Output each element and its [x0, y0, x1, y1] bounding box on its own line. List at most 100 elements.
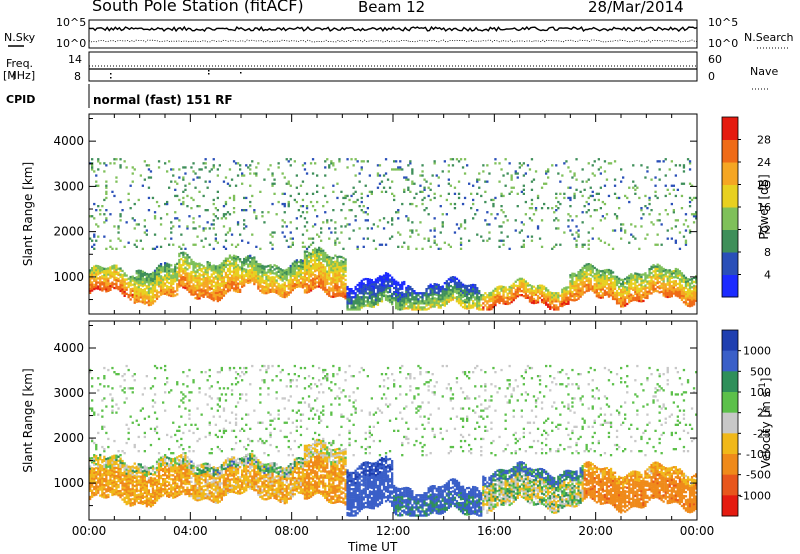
heatmap-cell — [549, 307, 552, 310]
heatmap-cell — [168, 277, 171, 281]
heatmap-cell — [105, 472, 108, 475]
heatmap-cell — [301, 267, 305, 271]
heatmap-cell — [545, 172, 548, 175]
heatmap-cell — [680, 182, 684, 185]
heatmap-cell — [658, 270, 661, 274]
heatmap-cell — [445, 280, 448, 283]
heatmap-cell — [192, 267, 195, 270]
heatmap-cell — [297, 279, 300, 282]
heatmap-cell — [166, 274, 169, 278]
heatmap-cell — [674, 174, 677, 177]
heatmap-cell — [587, 289, 590, 292]
heatmap-cell — [634, 284, 637, 287]
heatmap-cell — [309, 287, 313, 290]
heatmap-cell — [506, 288, 509, 291]
heatmap-cell — [620, 229, 623, 232]
heatmap-cell — [214, 297, 217, 301]
heatmap-cell — [437, 300, 440, 303]
heatmap-cell — [399, 306, 402, 309]
heatmap-cell — [684, 278, 688, 282]
heatmap-cell — [95, 489, 98, 492]
heatmap-cell — [186, 256, 189, 259]
heatmap-cell — [129, 280, 132, 283]
heatmap-cell — [348, 294, 351, 297]
heatmap-cell — [97, 271, 100, 274]
heatmap-cell — [200, 288, 203, 291]
heatmap-cell — [180, 251, 183, 255]
heatmap-cell — [620, 301, 623, 304]
heatmap-cell — [95, 239, 98, 242]
heatmap-cell — [480, 308, 483, 311]
heatmap-cell — [543, 299, 546, 303]
heatmap-cell — [403, 307, 406, 310]
heatmap-cell — [222, 225, 226, 228]
heatmap-cell — [591, 271, 594, 274]
heatmap-cell — [178, 252, 181, 256]
heatmap-cell — [577, 291, 580, 294]
heatmap-cell — [283, 273, 286, 276]
heatmap-cell — [654, 287, 657, 291]
heatmap-cell — [314, 162, 317, 165]
heatmap-cell — [640, 288, 643, 291]
heatmap-cell — [247, 281, 250, 284]
heatmap-cell — [330, 256, 333, 260]
heatmap-cell — [230, 280, 234, 283]
heatmap-cell — [409, 288, 412, 291]
heatmap-cell — [184, 270, 187, 273]
heatmap-cell — [172, 225, 175, 228]
heatmap-cell — [514, 288, 517, 291]
heatmap-cell — [662, 286, 665, 289]
heatmap-cell — [447, 170, 450, 173]
heatmap-cell — [680, 284, 684, 287]
heatmap-cell — [486, 302, 489, 305]
heatmap-cell — [147, 209, 151, 212]
heatmap-cell — [164, 292, 167, 295]
heatmap-cell — [518, 283, 521, 287]
heatmap-cell — [305, 291, 309, 294]
heatmap-cell — [603, 289, 607, 292]
heatmap-cell — [551, 300, 554, 303]
heatmap-cell — [275, 265, 278, 268]
heatmap-cell — [143, 294, 146, 297]
heatmap-cell — [168, 273, 171, 277]
heatmap-cell — [127, 296, 130, 299]
heatmap-cell — [180, 247, 183, 250]
heatmap-cell — [95, 174, 98, 177]
heatmap-cell — [271, 202, 274, 206]
heatmap-cell — [368, 290, 371, 294]
heatmap-cell — [571, 292, 574, 296]
heatmap-cell — [226, 280, 230, 283]
heatmap-cell — [194, 272, 197, 275]
heatmap-cell — [109, 482, 112, 485]
heatmap-cell — [603, 285, 607, 288]
heatmap-cell — [334, 295, 337, 298]
heatmap-cell — [599, 270, 602, 273]
heatmap-cell — [228, 272, 232, 276]
heatmap-cell — [105, 480, 108, 483]
heatmap-cell — [391, 235, 394, 238]
heatmap-cell — [103, 480, 106, 483]
heatmap-cell — [620, 293, 623, 296]
heatmap-cell — [421, 202, 424, 206]
heatmap-cell — [332, 271, 335, 274]
heatmap-cell — [490, 291, 493, 294]
heatmap-cell — [103, 284, 106, 287]
heatmap-cell — [646, 296, 649, 300]
heatmap-cell — [103, 162, 106, 165]
heatmap-cell — [307, 264, 311, 267]
heatmap-cell — [490, 213, 493, 216]
heatmap-cell — [198, 168, 201, 171]
heatmap-cell — [524, 284, 527, 287]
heatmap-cell — [530, 158, 534, 161]
heatmap-cell — [307, 278, 311, 281]
heatmap-cell — [591, 265, 594, 268]
heatmap-cell — [630, 275, 633, 278]
heatmap-cell — [147, 176, 151, 179]
heatmap-cell — [245, 270, 248, 273]
heatmap-cell — [241, 273, 244, 276]
heatmap-cell — [354, 302, 357, 305]
heatmap-cell — [135, 296, 138, 299]
heatmap-cell — [109, 245, 112, 248]
heatmap-cell — [472, 283, 475, 287]
heatmap-cell — [423, 196, 426, 200]
